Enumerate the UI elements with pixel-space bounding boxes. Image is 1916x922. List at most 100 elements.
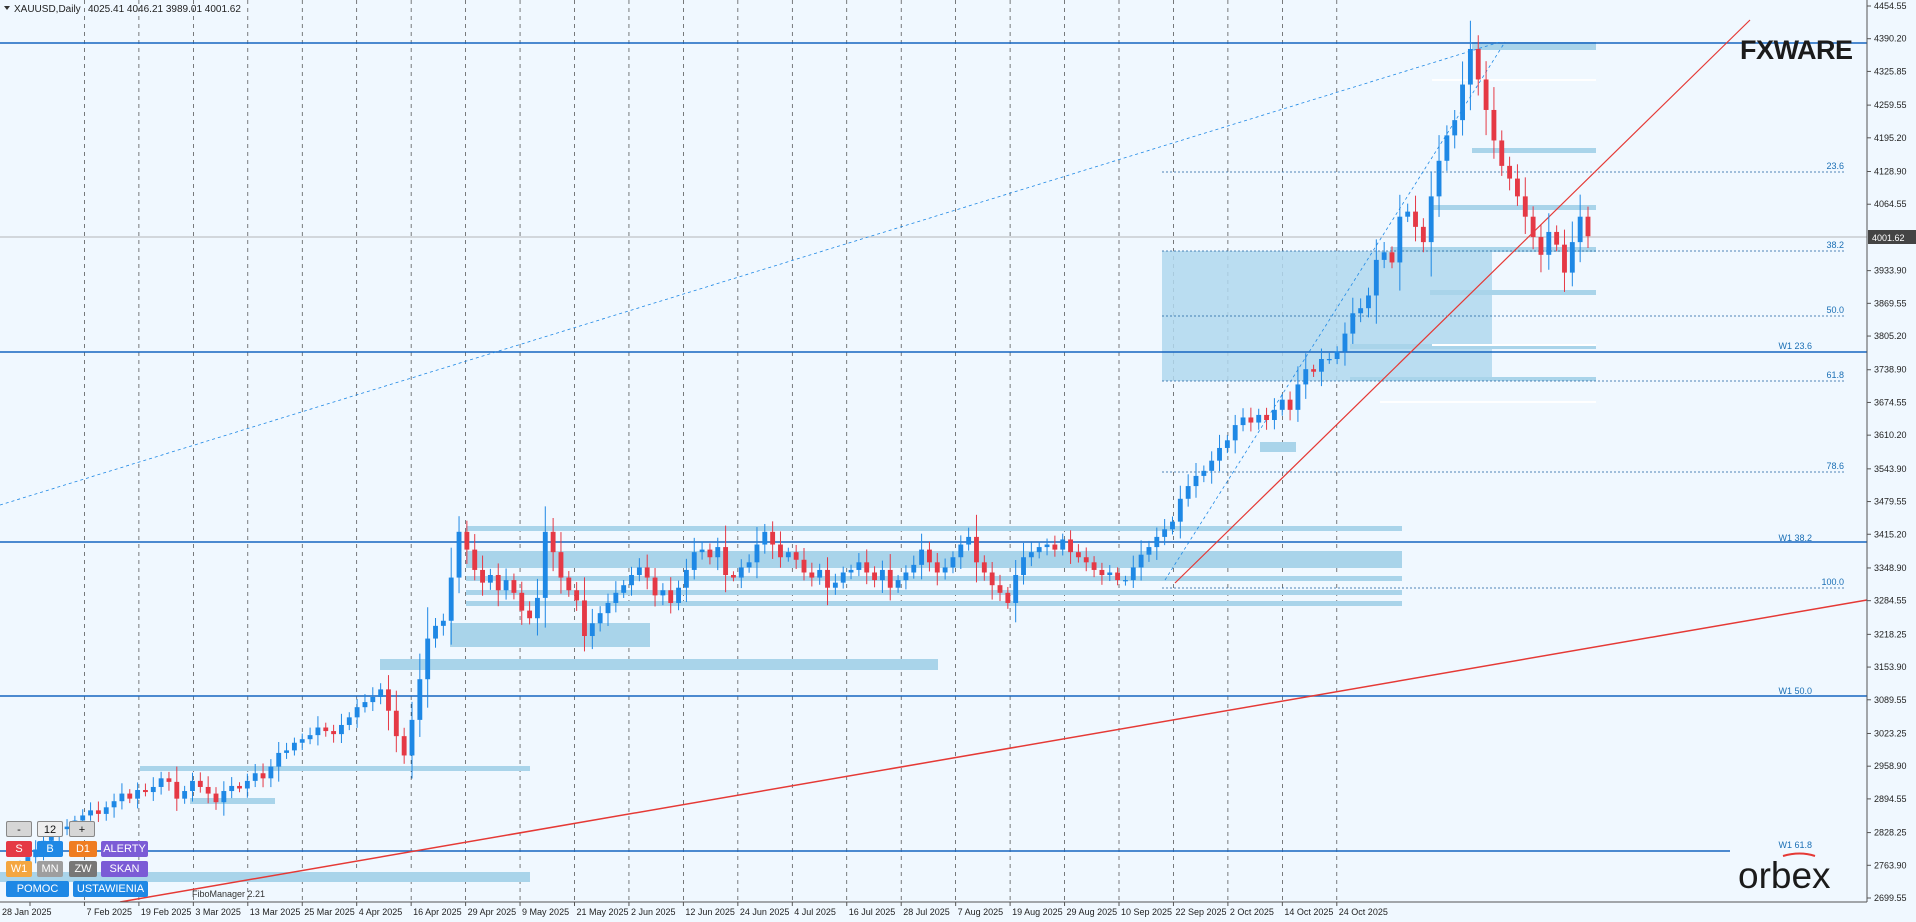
candle-body xyxy=(1240,417,1246,426)
price-tick-label: 2699.55 xyxy=(1874,893,1907,903)
candle-body xyxy=(605,602,611,614)
candle-body xyxy=(119,793,125,802)
time-axis-label: 10 Sep 2025 xyxy=(1121,907,1172,917)
candle-body xyxy=(221,791,227,803)
d1-button[interactable]: D1 xyxy=(69,841,97,857)
settings-button[interactable]: USTAWIENIA xyxy=(73,881,148,897)
count-field[interactable]: 12 xyxy=(37,821,63,837)
price-tick-label: 3933.90 xyxy=(1874,266,1907,276)
candle-body xyxy=(535,597,540,619)
time-axis[interactable] xyxy=(0,902,1867,922)
fibo-manager-label: FiboManager 2.21 xyxy=(192,889,265,899)
time-axis-label: 24 Oct 2025 xyxy=(1339,907,1388,917)
candle-body xyxy=(213,793,219,803)
minor-levels xyxy=(1380,79,1596,403)
price-tick-label: 3610.20 xyxy=(1874,430,1907,440)
candle-body xyxy=(1060,539,1066,550)
candle-body xyxy=(111,801,117,808)
zone xyxy=(1350,377,1596,381)
w1-label-61-8: W1 61.8 xyxy=(1778,840,1812,850)
decrease-button[interactable]: - xyxy=(6,821,32,837)
candle-body xyxy=(409,719,415,756)
zone xyxy=(1390,247,1596,252)
price-tick-label: 3348.90 xyxy=(1874,563,1907,573)
chart-header: XAUUSD,Daily 4025.41 4046.21 3989.01 400… xyxy=(4,4,241,15)
candle-body xyxy=(989,572,995,586)
candle-body xyxy=(574,590,580,601)
candle-body xyxy=(872,572,877,581)
fibo-labels: 23.6 38.2 50.0 61.8 78.6 100.0 W1 23.6 W… xyxy=(1778,161,1844,850)
price-tick-label: 4195.20 xyxy=(1874,133,1907,143)
fibo-label-23-6: 23.6 xyxy=(1826,161,1844,171)
candle-body xyxy=(527,610,533,619)
candle-body xyxy=(848,569,854,573)
sell-button[interactable]: S xyxy=(6,841,32,857)
price-axis[interactable] xyxy=(1867,0,1916,922)
candle-body xyxy=(754,544,760,563)
candle-body xyxy=(997,585,1003,593)
candle-body xyxy=(456,531,462,578)
candle-body xyxy=(339,724,344,735)
candle-body xyxy=(597,613,603,624)
candle-body xyxy=(1546,231,1552,255)
price-tick-label: 4454.55 xyxy=(1874,1,1907,11)
candle-body xyxy=(1585,216,1591,237)
price-tick-label: 4390.20 xyxy=(1874,34,1907,44)
candle-body xyxy=(1123,580,1128,582)
candle-body xyxy=(25,857,31,865)
candle-body xyxy=(966,536,972,545)
zone xyxy=(466,601,1402,606)
candle-body xyxy=(1491,109,1497,141)
scan-button[interactable]: SKAN xyxy=(101,861,148,877)
fibo-label-61-8: 61.8 xyxy=(1826,370,1844,380)
time-axis-label: 16 Apr 2025 xyxy=(413,907,462,917)
time-axis-label: 2 Jun 2025 xyxy=(631,907,676,917)
candle-body xyxy=(1420,226,1426,243)
time-axis-label: 9 May 2025 xyxy=(522,907,569,917)
price-tick-label: 3869.55 xyxy=(1874,298,1907,308)
candle-body xyxy=(182,791,188,799)
buy-button[interactable]: B xyxy=(37,841,63,857)
help-button[interactable]: POMOC xyxy=(6,881,69,897)
candle-body xyxy=(1044,544,1050,548)
candle-body xyxy=(127,793,133,799)
candle-body xyxy=(307,735,313,740)
candle-body xyxy=(934,562,940,573)
candle-body xyxy=(158,778,164,787)
candle-body xyxy=(731,575,736,578)
orbex-logo: orbex xyxy=(1738,852,1831,896)
candle-body xyxy=(566,577,572,591)
increase-button[interactable]: + xyxy=(69,821,95,837)
w1-button[interactable]: W1 xyxy=(6,861,32,877)
candle-body xyxy=(291,742,297,751)
candle-body xyxy=(1366,295,1371,309)
time-axis-label: 19 Feb 2025 xyxy=(141,907,192,917)
candle-body xyxy=(801,559,807,573)
candle-body xyxy=(589,623,595,637)
candle-body xyxy=(315,727,321,736)
candle-body xyxy=(1264,414,1269,421)
time-axis-label: 29 Apr 2025 xyxy=(468,907,517,917)
time-axis-label: 14 Oct 2025 xyxy=(1284,907,1333,917)
mn-button[interactable]: MN xyxy=(37,861,63,877)
candle-body xyxy=(1475,48,1481,80)
fibo-levels xyxy=(1162,171,1846,589)
candle-body xyxy=(1170,521,1175,530)
candle-body xyxy=(1036,547,1042,553)
alerts-button[interactable]: ALERTY xyxy=(101,841,148,857)
candle-body xyxy=(958,544,964,558)
zw-button[interactable]: ZW xyxy=(69,861,97,877)
candle-body xyxy=(691,552,697,570)
candle-body xyxy=(393,710,399,737)
candle-body xyxy=(629,575,634,586)
candle-body xyxy=(1569,242,1575,273)
candle-body xyxy=(1460,84,1465,121)
time-axis-label: 7 Feb 2025 xyxy=(86,907,132,917)
candle-body xyxy=(1005,592,1011,603)
candle-body xyxy=(331,731,337,735)
candle-body xyxy=(738,567,744,578)
candle-body xyxy=(1334,351,1340,360)
candle-body xyxy=(911,564,917,573)
candle-body xyxy=(1483,79,1489,110)
